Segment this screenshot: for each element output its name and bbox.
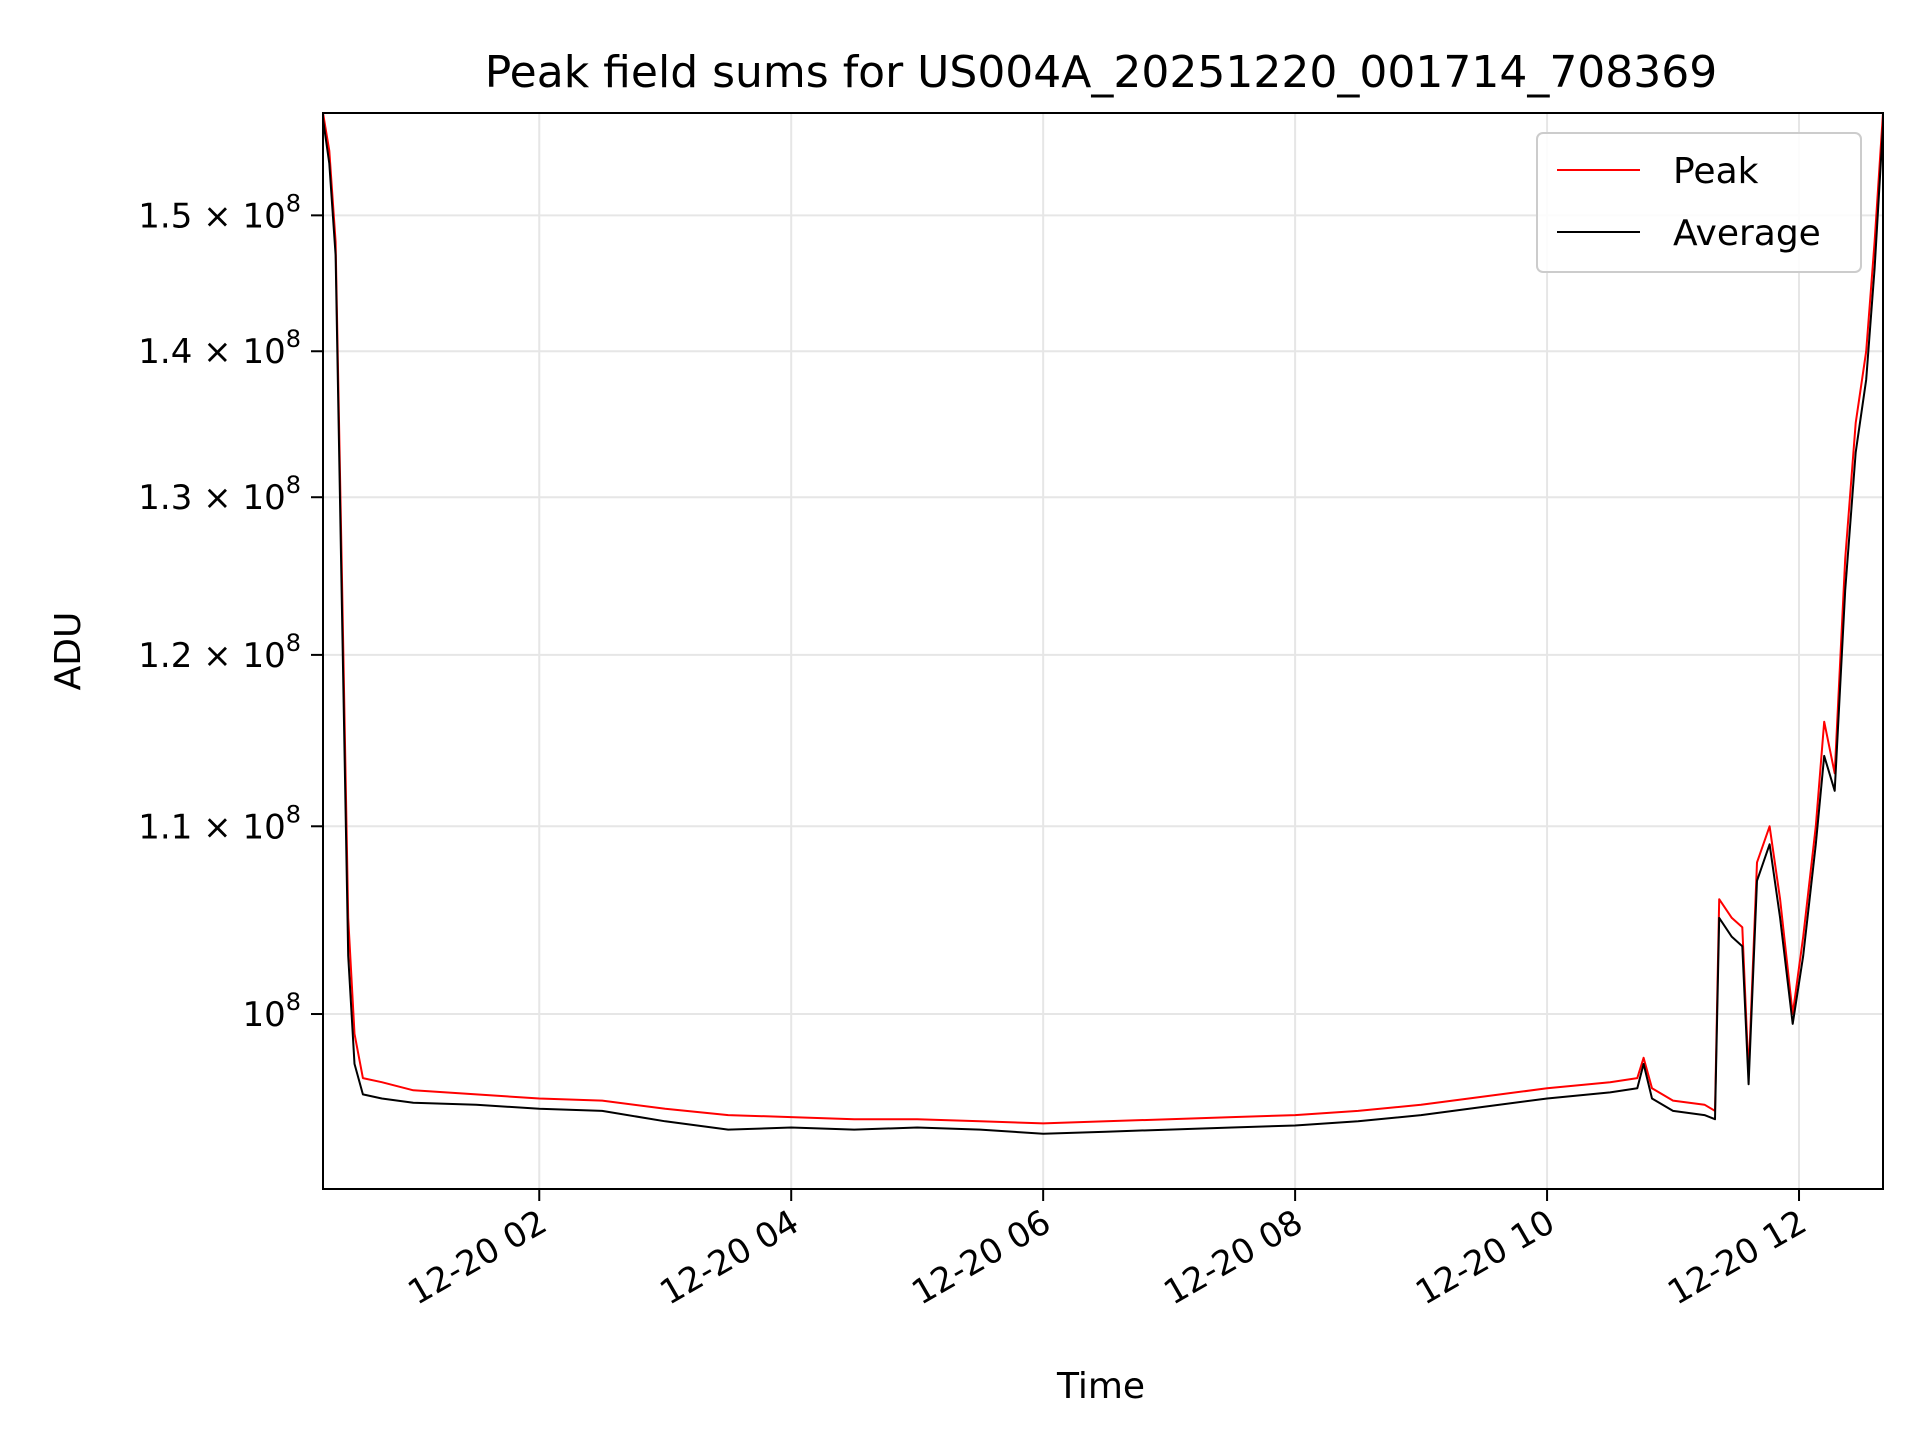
grid xyxy=(323,113,1883,1189)
legend-label-average: Average xyxy=(1673,213,1821,254)
y-tick-label: 1.5 × 108 xyxy=(138,189,301,236)
y-tick-label: 1.1 × 108 xyxy=(138,800,301,847)
plot-area xyxy=(323,113,1883,1189)
y-tick-label: 1.4 × 108 xyxy=(138,325,301,372)
x-axis-label: Time xyxy=(1056,1366,1145,1407)
chart-title: Peak field sums for US004A_20251220_0017… xyxy=(485,47,1718,98)
legend: Peak Average xyxy=(1536,132,1862,273)
y-tick-label: 1.3 × 108 xyxy=(138,471,301,518)
series-layer xyxy=(323,113,1883,1135)
y-tick-label: 1.2 × 108 xyxy=(138,629,301,676)
y-axis: 108 1.1 × 108 1.2 × 108 1.3 × 108 1.4 × 108 1… xyxy=(138,189,323,1035)
series-line-average xyxy=(323,119,1883,1135)
plot-frame xyxy=(322,112,1884,1190)
legend-box xyxy=(1536,132,1862,273)
y-axis-label: ADU xyxy=(48,612,89,691)
legend-label-peak: Peak xyxy=(1673,151,1759,192)
y-tick-label: 108 xyxy=(242,988,301,1035)
series-line-peak xyxy=(323,113,1883,1125)
